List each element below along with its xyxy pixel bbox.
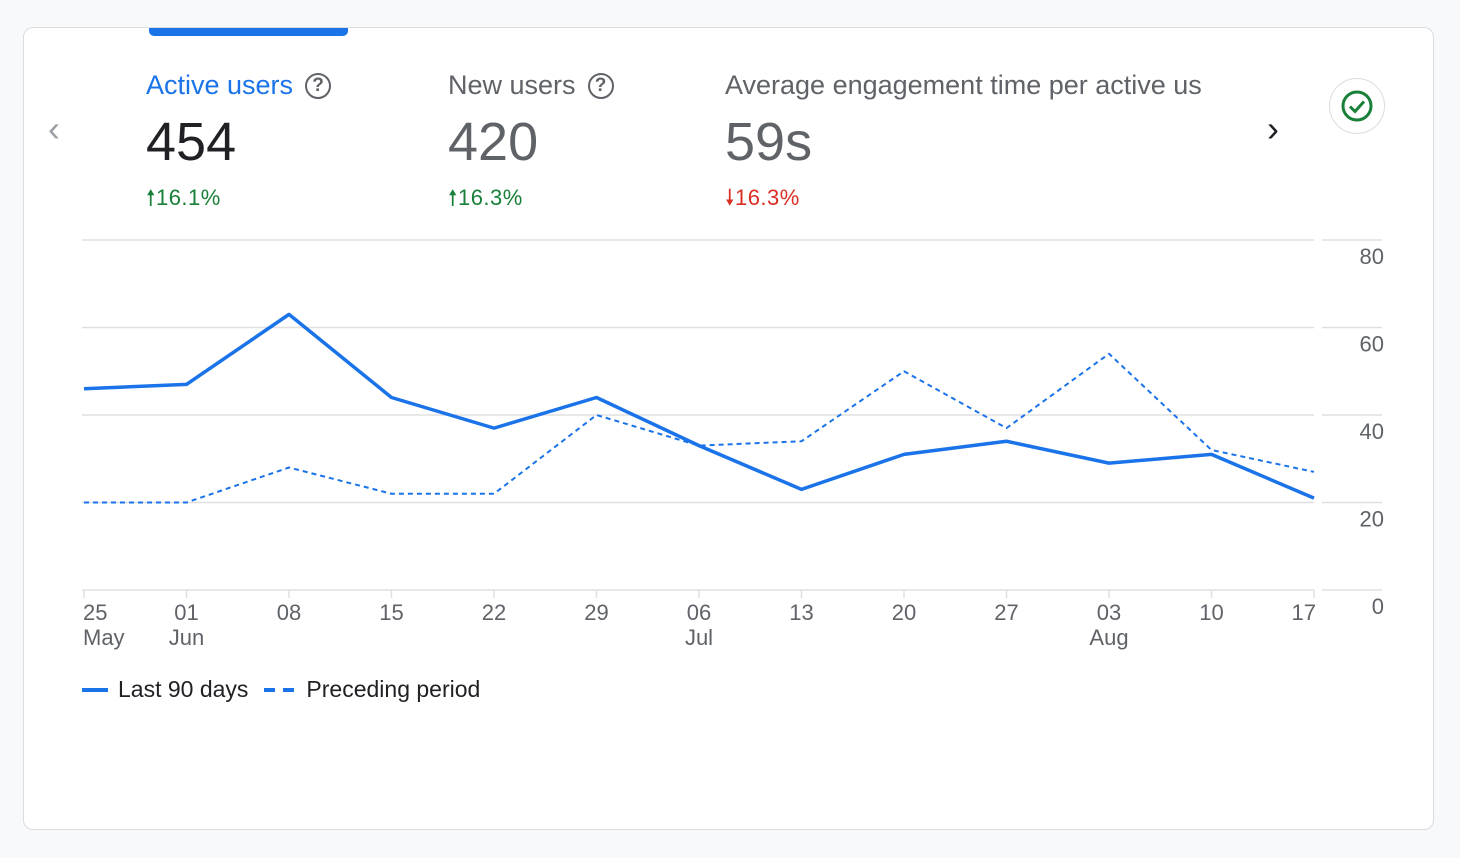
x-tick-label: 27 <box>994 600 1018 625</box>
x-tick-label: 13 <box>789 600 813 625</box>
y-tick-label: 60 <box>1360 332 1384 357</box>
metric-delta: 🠕16.3% <box>448 185 523 210</box>
metric-value: 59s <box>725 112 813 172</box>
x-tick-label: 29 <box>584 600 608 625</box>
y-tick-label: 0 <box>1372 594 1384 619</box>
metric-engagement-time[interactable]: Average engagement time per active us 59… <box>725 70 1241 219</box>
series-line-preceding-period <box>84 352 1315 504</box>
x-tick-label: 17 <box>1292 600 1316 625</box>
metric-label: Average engagement time per active us <box>725 70 1202 100</box>
metric-active-users[interactable]: Active users? 454 🠕16.1% <box>146 70 332 219</box>
help-icon[interactable]: ? <box>305 72 332 99</box>
x-tick-label: 15 <box>379 600 403 625</box>
x-tick-label: 10 <box>1199 600 1223 625</box>
arrow-down-icon: 🠗 <box>725 185 735 210</box>
x-tick-label: 03 <box>1097 600 1121 625</box>
x-tick-label: 22 <box>482 600 506 625</box>
check-circle-icon <box>1341 90 1373 122</box>
y-tick-label: 20 <box>1360 507 1384 532</box>
y-tick-label: 80 <box>1360 244 1384 269</box>
x-tick-month-label: May <box>83 625 125 650</box>
legend-label: Preceding period <box>306 676 481 702</box>
insights-status-button[interactable] <box>1329 78 1385 134</box>
metric-label: New users <box>448 70 576 100</box>
metric-delta: 🠕16.1% <box>146 185 221 210</box>
x-tick-label: 08 <box>277 600 301 625</box>
chart-legend: Last 90 days Preceding period <box>82 676 480 703</box>
metric-new-users[interactable]: New users? 420 🠕16.3% <box>448 70 614 219</box>
series-line-last-90-days <box>83 312 1315 500</box>
x-tick-month-label: Jun <box>169 625 204 650</box>
help-icon[interactable]: ? <box>587 72 614 99</box>
x-tick-label: 25 <box>83 600 107 625</box>
selected-tab-indicator <box>149 28 348 36</box>
arrow-up-icon: 🠕 <box>448 185 458 210</box>
prev-metric-button[interactable]: ‹ <box>48 108 60 149</box>
x-tick-month-label: Aug <box>1089 625 1128 650</box>
legend-dashed-swatch <box>264 687 297 692</box>
metric-value: 420 <box>448 112 539 172</box>
y-tick-label: 40 <box>1360 419 1384 444</box>
legend-solid-swatch <box>82 687 108 692</box>
metric-label: Active users <box>146 70 294 100</box>
legend-label: Last 90 days <box>118 676 249 702</box>
x-tick-label: 01 <box>174 600 198 625</box>
x-tick-label: 20 <box>892 600 916 625</box>
x-tick-month-label: Jul <box>685 625 713 650</box>
metric-delta: 🠗16.3% <box>725 185 800 210</box>
x-tick-label: 06 <box>687 600 711 625</box>
metric-value: 454 <box>146 112 237 172</box>
metrics-card: ‹ › Active users? 454 🠕16.1% New users? … <box>23 27 1434 830</box>
next-metric-button[interactable]: › <box>1267 108 1279 149</box>
arrow-up-icon: 🠕 <box>146 185 156 210</box>
